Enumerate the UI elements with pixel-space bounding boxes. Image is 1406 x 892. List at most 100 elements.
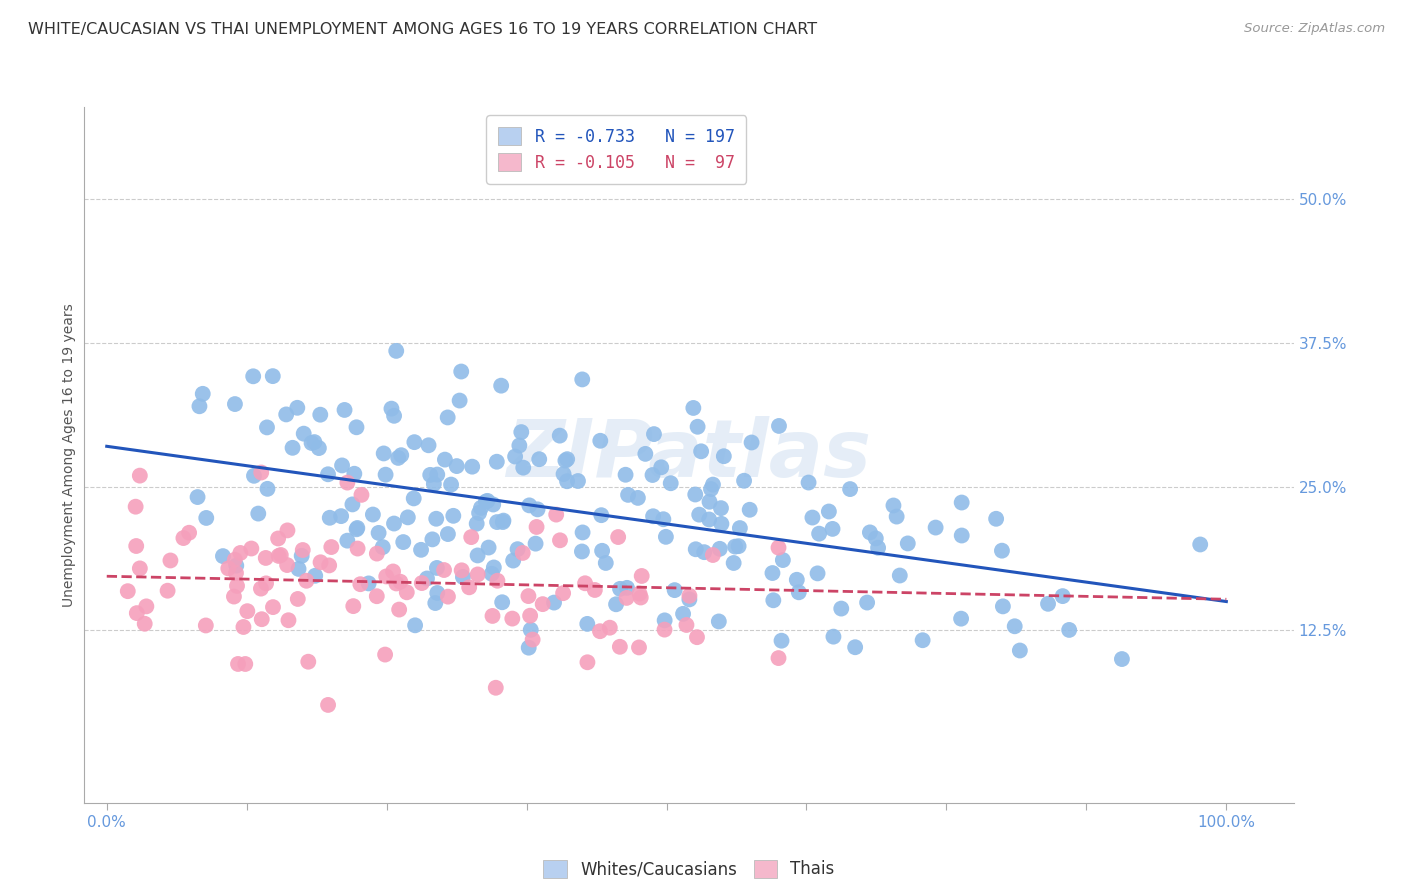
- Point: [950, 495, 973, 509]
- Point: [768, 651, 790, 665]
- Point: [468, 506, 491, 520]
- Point: [859, 525, 882, 540]
- Point: [786, 573, 808, 587]
- Point: [531, 597, 554, 611]
- Point: [634, 447, 657, 461]
- Point: [984, 512, 1007, 526]
- Point: [574, 576, 596, 591]
- Point: [844, 640, 866, 655]
- Point: [224, 397, 246, 411]
- Point: [741, 435, 763, 450]
- Point: [159, 553, 181, 567]
- Point: [388, 602, 411, 616]
- Point: [437, 527, 460, 541]
- Point: [422, 533, 444, 547]
- Point: [375, 569, 398, 583]
- Point: [482, 498, 505, 512]
- Point: [770, 633, 793, 648]
- Point: [346, 521, 368, 535]
- Point: [486, 574, 509, 588]
- Point: [543, 596, 565, 610]
- Point: [485, 681, 508, 695]
- Point: [267, 549, 290, 563]
- Point: [728, 521, 751, 535]
- Point: [762, 593, 785, 607]
- Point: [292, 426, 315, 441]
- Point: [262, 600, 284, 615]
- Point: [440, 477, 463, 491]
- Point: [342, 599, 364, 614]
- Point: [486, 515, 509, 529]
- Text: WHITE/CAUCASIAN VS THAI UNEMPLOYMENT AMONG AGES 16 TO 19 YEARS CORRELATION CHART: WHITE/CAUCASIAN VS THAI UNEMPLOYMENT AMO…: [28, 22, 817, 37]
- Point: [508, 438, 530, 452]
- Point: [380, 401, 402, 416]
- Point: [595, 556, 617, 570]
- Point: [309, 555, 332, 569]
- Point: [628, 586, 651, 600]
- Y-axis label: Unemployment Among Ages 16 to 19 years: Unemployment Among Ages 16 to 19 years: [62, 303, 76, 607]
- Point: [830, 601, 852, 615]
- Point: [567, 474, 589, 488]
- Point: [991, 543, 1014, 558]
- Point: [502, 553, 524, 567]
- Point: [425, 512, 447, 526]
- Point: [607, 530, 630, 544]
- Point: [548, 428, 571, 442]
- Point: [489, 378, 512, 392]
- Point: [287, 562, 309, 576]
- Point: [281, 441, 304, 455]
- Point: [349, 577, 371, 591]
- Point: [276, 524, 298, 538]
- Point: [373, 446, 395, 460]
- Point: [710, 516, 733, 531]
- Point: [682, 401, 704, 415]
- Point: [553, 586, 575, 600]
- Point: [481, 609, 503, 624]
- Point: [195, 511, 218, 525]
- Point: [382, 409, 405, 423]
- Point: [654, 613, 676, 627]
- Point: [336, 533, 359, 548]
- Point: [768, 419, 790, 434]
- Point: [433, 452, 456, 467]
- Point: [233, 657, 256, 671]
- Point: [291, 549, 314, 563]
- Point: [224, 553, 246, 567]
- Point: [797, 475, 820, 490]
- Point: [366, 589, 388, 603]
- Point: [124, 500, 146, 514]
- Point: [277, 613, 299, 627]
- Point: [519, 623, 541, 637]
- Point: [724, 540, 747, 554]
- Point: [510, 425, 533, 439]
- Point: [242, 369, 264, 384]
- Point: [688, 508, 710, 522]
- Point: [433, 563, 456, 577]
- Point: [460, 530, 482, 544]
- Point: [512, 546, 534, 560]
- Point: [1052, 589, 1074, 603]
- Point: [385, 343, 408, 358]
- Point: [517, 640, 540, 655]
- Point: [318, 558, 340, 573]
- Point: [503, 450, 526, 464]
- Point: [425, 596, 447, 610]
- Point: [346, 541, 368, 556]
- Point: [389, 574, 412, 589]
- Point: [212, 549, 235, 563]
- Point: [343, 467, 366, 481]
- Point: [616, 581, 638, 595]
- Point: [655, 530, 678, 544]
- Point: [571, 544, 593, 558]
- Point: [678, 592, 700, 607]
- Point: [672, 607, 695, 621]
- Point: [591, 508, 613, 523]
- Point: [702, 477, 724, 491]
- Point: [707, 615, 730, 629]
- Point: [357, 576, 380, 591]
- Point: [426, 561, 449, 575]
- Point: [350, 488, 373, 502]
- Point: [404, 618, 426, 632]
- Point: [451, 570, 474, 584]
- Point: [614, 467, 637, 482]
